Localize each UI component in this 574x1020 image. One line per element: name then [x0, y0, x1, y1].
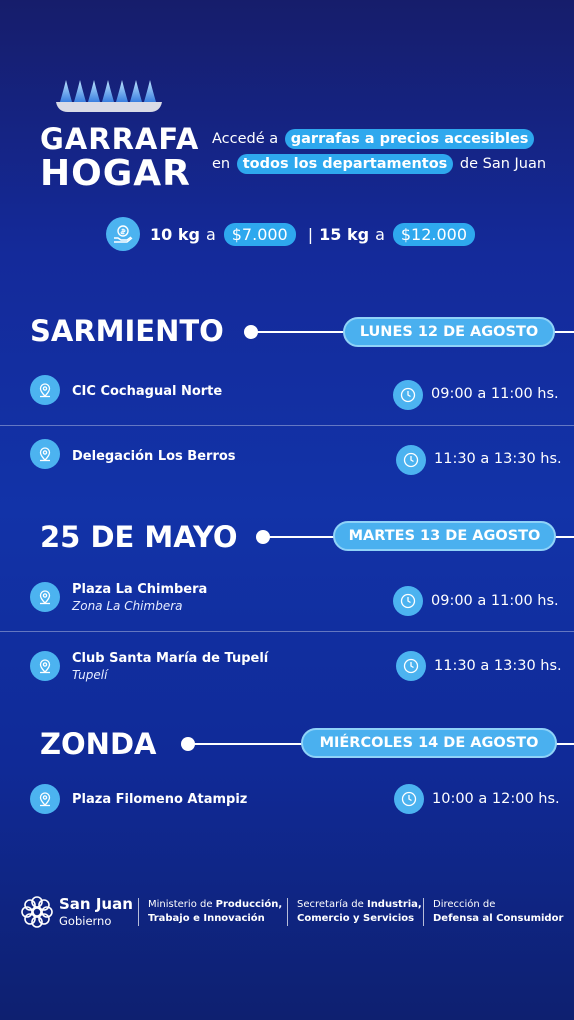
timeline-dot [256, 530, 270, 544]
flame-burner-icon [56, 80, 162, 112]
price-row: 10 kg a $7.000 | 15 kg a $12.000 [106, 217, 483, 251]
footer-org2-bold1: Industria, [366, 899, 422, 910]
footer-brand: San Juan [59, 895, 133, 913]
footer-separator [287, 898, 288, 926]
price-separator: | [307, 224, 314, 244]
location-hours: 11:30 a 13:30 hs. [434, 658, 562, 674]
hand-money-icon [106, 217, 140, 251]
clock-icon [393, 380, 423, 410]
tagline-line2-pre: en [212, 156, 231, 172]
footer-org1-bold2: Trabajo e Innovación [148, 913, 265, 924]
location-subtitle: Tupelí [72, 668, 108, 682]
brand-title-line2: HOGAR [40, 153, 191, 194]
day-pill: MARTES 13 DE AGOSTO [333, 521, 556, 551]
footer-org2-bold2: Comercio y Servicios [297, 913, 415, 924]
price-10kg: $7.000 [223, 222, 296, 246]
footer-org3-bold: Defensa al Consumidor [433, 913, 564, 924]
map-pin-icon [30, 784, 60, 814]
footer-org3-line1: Dirección de [433, 899, 496, 910]
row-divider [0, 631, 574, 632]
tagline: Accedé a garrafas a precios accesibles e… [212, 127, 546, 177]
department-title: SARMIENTO [30, 314, 224, 348]
footer-separator [138, 898, 139, 926]
footer-brand-sub: Gobierno [59, 914, 112, 928]
location-name: Delegación Los Berros [72, 449, 236, 464]
department-title: 25 DE MAYO [40, 520, 238, 554]
tagline-highlight-departments: todos los departamentos [236, 154, 454, 174]
day-pill: LUNES 12 DE AGOSTO [343, 317, 555, 347]
san-juan-flower-logo-icon [21, 896, 53, 928]
tagline-line2-post: de San Juan [459, 156, 547, 172]
price-connector-2: a [375, 224, 385, 244]
map-pin-icon [30, 651, 60, 681]
timeline-dot [244, 325, 258, 339]
location-name: Plaza Filomeno Atampiz [72, 792, 248, 807]
location-subtitle: Zona La Chimbera [72, 599, 183, 613]
map-pin-icon [30, 582, 60, 612]
clock-icon [394, 784, 424, 814]
price-connector-1: a [205, 224, 216, 244]
location-name: Plaza La Chimbera [72, 582, 208, 597]
tagline-line1-pre: Accedé a [212, 131, 279, 147]
clock-icon [393, 586, 423, 616]
map-pin-icon [30, 375, 60, 405]
department-title: ZONDA [40, 727, 157, 761]
tagline-highlight-prices: garrafas a precios accesibles [284, 129, 535, 149]
price-15kg: $12.000 [392, 222, 476, 246]
clock-icon [396, 651, 426, 681]
footer-separator [423, 898, 424, 926]
footer-org-direction: Dirección de Defensa al Consumidor [433, 898, 563, 926]
footer-org1-bold1: Producción, [215, 899, 283, 910]
size-10kg: 10 kg [150, 224, 200, 244]
footer-org2-pre: Secretaría de [297, 899, 367, 910]
location-name: Club Santa María de Tupelí [72, 651, 269, 666]
footer-org-ministry: Ministerio de Producción, Trabajo e Inno… [148, 898, 282, 926]
clock-icon [396, 445, 426, 475]
size-15kg: 15 kg [319, 224, 370, 244]
location-hours: 09:00 a 11:00 hs. [431, 593, 559, 609]
map-pin-icon [30, 439, 60, 469]
footer-org-secretariat: Secretaría de Industria, Comercio y Serv… [297, 898, 422, 926]
row-divider [0, 425, 574, 426]
location-hours: 10:00 a 12:00 hs. [432, 791, 560, 807]
timeline-dot [181, 737, 195, 751]
day-pill: MIÉRCOLES 14 DE AGOSTO [301, 728, 557, 758]
location-name: CIC Cochagual Norte [72, 384, 223, 399]
location-hours: 11:30 a 13:30 hs. [434, 451, 562, 467]
footer-org1-pre: Ministerio de [148, 899, 216, 910]
brand-title-line1: GARRAFA [40, 122, 200, 156]
location-hours: 09:00 a 11:00 hs. [431, 386, 559, 402]
